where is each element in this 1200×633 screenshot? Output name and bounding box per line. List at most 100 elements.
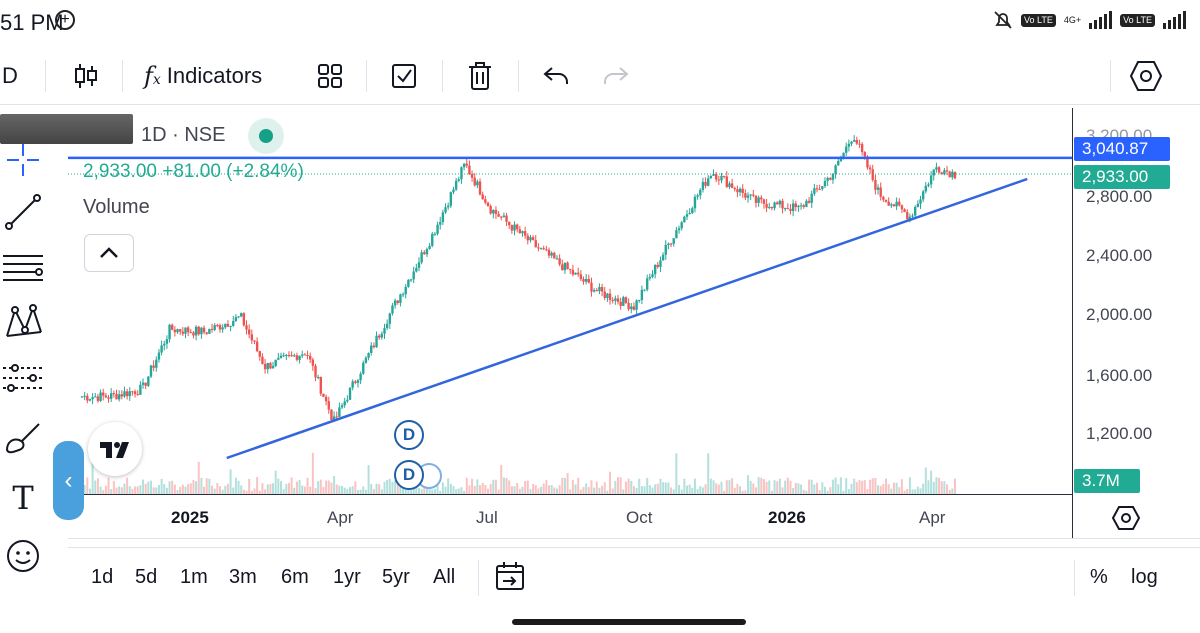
candle-body	[770, 206, 774, 209]
candle-body	[863, 152, 866, 157]
volume-bar	[410, 490, 413, 494]
candle-body	[497, 213, 500, 217]
interval-button[interactable]: D	[2, 63, 18, 88]
trash-icon[interactable]	[462, 58, 498, 94]
range-5yr-button[interactable]: 5yr	[382, 566, 410, 588]
candle-body	[937, 167, 941, 173]
log-scale-button[interactable]: log	[1131, 566, 1158, 588]
volume-bar	[120, 487, 123, 494]
range-1m-button[interactable]: 1m	[180, 566, 208, 588]
candle-body	[133, 391, 137, 395]
scale-settings-hexagon-icon[interactable]	[1111, 505, 1141, 533]
candle-body	[927, 184, 930, 186]
volume-bar	[688, 484, 691, 494]
candle-body	[330, 409, 333, 421]
candle-body	[574, 272, 577, 275]
tradingview-logo-icon[interactable]	[88, 422, 142, 476]
market-status-icon[interactable]	[248, 118, 284, 154]
chevron-up-icon[interactable]	[84, 234, 134, 272]
candle-body	[768, 206, 771, 208]
undo-icon[interactable]	[540, 58, 572, 94]
candle-body	[911, 215, 914, 217]
candlestick-icon[interactable]	[68, 58, 104, 94]
percent-scale-button[interactable]: %	[1090, 566, 1108, 588]
volume-bar	[797, 483, 800, 494]
volume-bar	[500, 464, 503, 494]
redo-icon[interactable]	[600, 58, 632, 94]
candle-body	[88, 399, 92, 401]
volume-bar	[295, 481, 298, 494]
indicators-button[interactable]: fx Indicators	[144, 58, 284, 94]
range-1yr-button[interactable]: 1yr	[333, 566, 361, 588]
volume-bar	[144, 483, 147, 494]
candle-body	[582, 279, 585, 282]
volume-label: Volume	[83, 196, 150, 218]
fx-icon: fx	[144, 62, 161, 90]
collapse-panel-handle[interactable]: ‹	[53, 441, 84, 520]
volume-bar	[723, 490, 726, 494]
volume-bar	[383, 481, 386, 494]
candle-body	[112, 393, 116, 395]
candle-body	[441, 212, 445, 222]
volume-bar	[800, 484, 803, 494]
candle-body	[651, 274, 654, 277]
text-icon[interactable]: T	[12, 479, 34, 517]
volume-bar	[696, 489, 699, 494]
volume-bar	[529, 489, 532, 494]
candle-body	[494, 209, 498, 214]
volume-bar	[548, 485, 551, 494]
time-tick: Oct	[626, 508, 653, 527]
candle-body	[659, 260, 662, 267]
volume-bar	[372, 488, 375, 494]
emoji-icon[interactable]	[0, 534, 46, 578]
dividend-marker[interactable]: D	[394, 420, 424, 450]
range-6m-button[interactable]: 6m	[281, 566, 309, 588]
calendar-goto-icon[interactable]	[494, 560, 528, 594]
templates-icon[interactable]	[312, 58, 348, 94]
candle-body	[420, 252, 423, 263]
candle-body	[147, 376, 150, 386]
candle-body	[372, 345, 376, 348]
volume-bar	[449, 483, 452, 494]
volume-bar	[266, 484, 269, 494]
chart-pane[interactable]	[68, 108, 1072, 494]
forecast-icon[interactable]	[0, 356, 46, 400]
dividend-marker[interactable]: D	[394, 460, 424, 490]
volume-bar	[672, 489, 675, 494]
volume-bar	[707, 453, 710, 494]
candle-body	[439, 221, 442, 225]
candle-body	[391, 305, 394, 314]
candle-body	[303, 354, 307, 356]
candle-body	[481, 194, 484, 200]
volume-bar	[280, 481, 283, 494]
candle-body	[306, 354, 309, 356]
volume-bar	[391, 481, 394, 494]
price-tick: 1,600.00	[1086, 366, 1153, 385]
fib-retracement-icon[interactable]	[0, 246, 46, 290]
range-3m-button[interactable]: 3m	[229, 566, 257, 588]
candle-body	[813, 188, 816, 194]
candle-body	[340, 405, 344, 408]
candle-body	[83, 395, 86, 397]
trend-line-icon[interactable]	[0, 190, 46, 234]
range-1d-button[interactable]: 1d	[91, 566, 114, 588]
volume-bar	[338, 485, 341, 494]
range-5d-button[interactable]: 5d	[135, 566, 158, 588]
candle-body	[409, 279, 413, 281]
pattern-icon[interactable]	[0, 300, 46, 344]
candle-body	[160, 345, 163, 353]
volume-bar	[813, 484, 816, 494]
candle-body	[385, 323, 389, 329]
volume-bar	[821, 482, 824, 494]
volume-bar	[802, 489, 805, 494]
candlestick-chart[interactable]	[68, 108, 1072, 494]
crosshair-icon[interactable]	[0, 138, 46, 182]
candle-body	[773, 202, 776, 209]
chevron-left-icon: ‹	[64, 467, 73, 494]
settings-hexagon-icon[interactable]	[1128, 58, 1164, 94]
range-all-button[interactable]: All	[433, 566, 456, 588]
candle-body	[890, 204, 893, 206]
brush-icon[interactable]	[0, 416, 46, 460]
checkbox-icon[interactable]	[386, 58, 422, 94]
candle-body	[91, 397, 94, 400]
